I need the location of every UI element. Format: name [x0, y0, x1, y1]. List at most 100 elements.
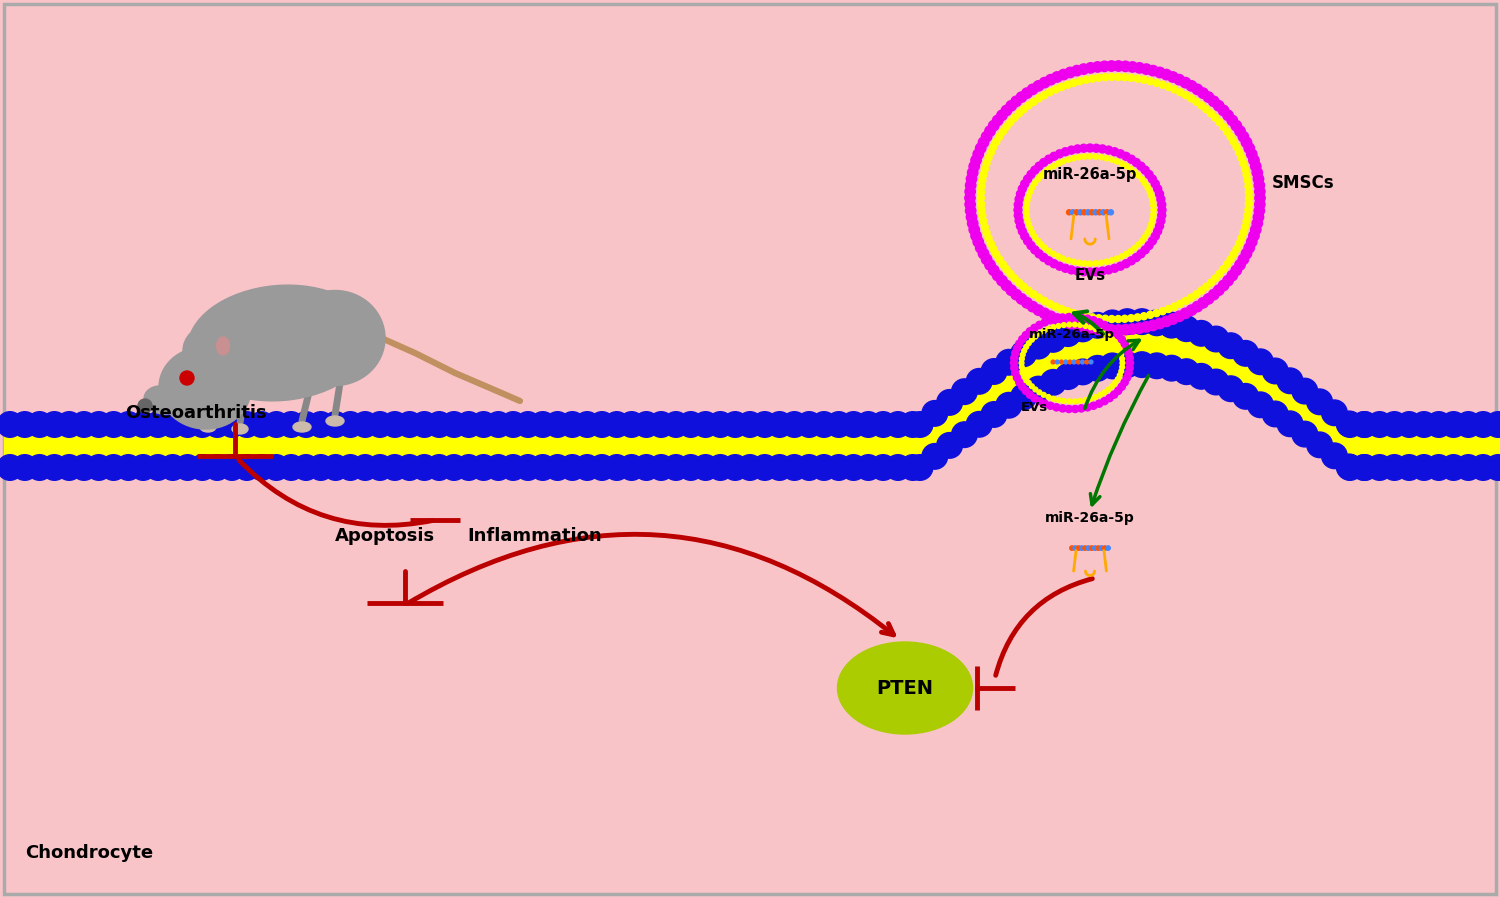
Circle shape: [1072, 360, 1076, 364]
Circle shape: [1152, 180, 1160, 188]
Circle shape: [1352, 411, 1377, 437]
Circle shape: [1059, 316, 1070, 327]
Circle shape: [1142, 246, 1149, 254]
Circle shape: [86, 454, 111, 480]
Circle shape: [708, 454, 734, 480]
Circle shape: [1002, 280, 1011, 291]
Circle shape: [160, 411, 186, 437]
Circle shape: [1035, 163, 1042, 170]
Circle shape: [1396, 454, 1422, 480]
Circle shape: [1110, 148, 1119, 155]
FancyArrowPatch shape: [1074, 312, 1102, 334]
Circle shape: [1114, 309, 1140, 334]
Circle shape: [1233, 383, 1258, 409]
Circle shape: [1089, 210, 1095, 215]
Circle shape: [1002, 105, 1011, 116]
Circle shape: [1198, 102, 1204, 109]
Circle shape: [1090, 317, 1096, 324]
Circle shape: [1150, 216, 1155, 222]
Circle shape: [1098, 329, 1102, 333]
Circle shape: [993, 138, 1000, 145]
Circle shape: [1014, 206, 1022, 214]
Circle shape: [1455, 454, 1480, 480]
Circle shape: [922, 444, 948, 469]
Circle shape: [1011, 359, 1017, 366]
Circle shape: [1080, 268, 1088, 276]
Circle shape: [1180, 308, 1191, 319]
Circle shape: [1028, 225, 1033, 231]
Circle shape: [663, 454, 688, 480]
Circle shape: [189, 411, 214, 437]
Circle shape: [1100, 353, 1125, 379]
Circle shape: [812, 411, 837, 437]
Circle shape: [966, 206, 976, 216]
Circle shape: [1052, 303, 1059, 310]
Circle shape: [922, 401, 948, 427]
Circle shape: [1203, 369, 1228, 395]
Circle shape: [1114, 315, 1122, 322]
Circle shape: [1107, 61, 1116, 71]
Circle shape: [1034, 305, 1044, 315]
Circle shape: [1047, 317, 1054, 324]
Circle shape: [1022, 373, 1026, 378]
Circle shape: [1016, 379, 1023, 386]
Circle shape: [1186, 81, 1197, 91]
Circle shape: [981, 358, 1006, 384]
Circle shape: [1208, 279, 1215, 286]
Circle shape: [1172, 86, 1178, 93]
Circle shape: [1086, 144, 1094, 152]
Ellipse shape: [285, 290, 386, 385]
Circle shape: [855, 454, 880, 480]
Circle shape: [471, 454, 496, 480]
Circle shape: [1104, 260, 1108, 264]
Circle shape: [1072, 322, 1077, 327]
Circle shape: [1084, 356, 1110, 381]
Circle shape: [1083, 546, 1088, 550]
Circle shape: [1004, 266, 1010, 273]
Circle shape: [966, 212, 976, 223]
Circle shape: [1040, 308, 1050, 319]
Circle shape: [1238, 234, 1245, 242]
Circle shape: [604, 454, 630, 480]
Circle shape: [1188, 295, 1194, 301]
Circle shape: [988, 265, 999, 276]
Circle shape: [1128, 257, 1136, 265]
Circle shape: [1019, 227, 1026, 235]
Circle shape: [1186, 305, 1197, 315]
Circle shape: [1242, 137, 1251, 147]
Circle shape: [870, 411, 895, 437]
Circle shape: [1172, 303, 1178, 310]
Circle shape: [1182, 297, 1190, 304]
Circle shape: [1125, 349, 1132, 357]
Circle shape: [1160, 313, 1185, 338]
Circle shape: [1080, 546, 1084, 550]
Circle shape: [1052, 86, 1059, 93]
Circle shape: [1188, 364, 1214, 389]
Circle shape: [100, 454, 126, 480]
Circle shape: [968, 167, 978, 178]
Circle shape: [968, 218, 978, 229]
Circle shape: [1100, 546, 1104, 550]
Circle shape: [1188, 321, 1214, 346]
Circle shape: [1148, 189, 1152, 194]
Circle shape: [1470, 411, 1496, 437]
Circle shape: [1026, 381, 1030, 385]
Circle shape: [1244, 212, 1251, 219]
Circle shape: [70, 411, 98, 437]
Circle shape: [1040, 77, 1050, 88]
Circle shape: [1090, 402, 1096, 409]
Circle shape: [993, 270, 1004, 281]
Circle shape: [486, 411, 512, 437]
Circle shape: [1113, 325, 1124, 335]
Circle shape: [1035, 238, 1041, 243]
Circle shape: [990, 144, 998, 151]
Circle shape: [1252, 218, 1263, 229]
Circle shape: [441, 454, 466, 480]
Circle shape: [999, 128, 1006, 135]
Circle shape: [987, 149, 994, 156]
Circle shape: [116, 454, 141, 480]
Circle shape: [116, 411, 141, 437]
Circle shape: [1263, 358, 1288, 383]
Circle shape: [1028, 171, 1035, 179]
Circle shape: [1028, 302, 1038, 312]
